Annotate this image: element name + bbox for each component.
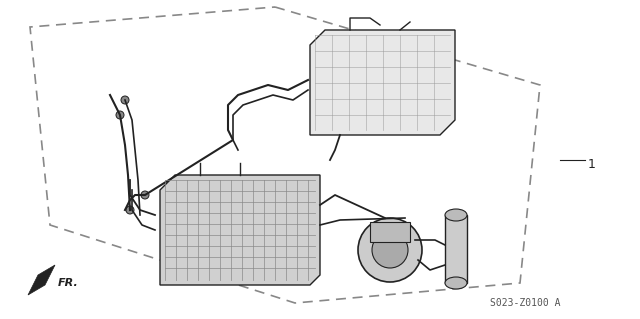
Text: 1: 1 [588, 158, 596, 170]
Polygon shape [160, 175, 320, 285]
Circle shape [121, 96, 129, 104]
Circle shape [116, 111, 124, 119]
Circle shape [372, 232, 408, 268]
Polygon shape [28, 265, 55, 295]
Text: FR.: FR. [58, 278, 79, 288]
Circle shape [126, 206, 134, 214]
Circle shape [358, 218, 422, 282]
Bar [370, 222, 410, 242]
Text: S023-Z0100 A: S023-Z0100 A [490, 298, 561, 308]
Ellipse shape [445, 209, 467, 221]
Bar [445, 215, 467, 283]
Circle shape [141, 191, 149, 199]
Ellipse shape [445, 277, 467, 289]
Polygon shape [310, 30, 455, 135]
